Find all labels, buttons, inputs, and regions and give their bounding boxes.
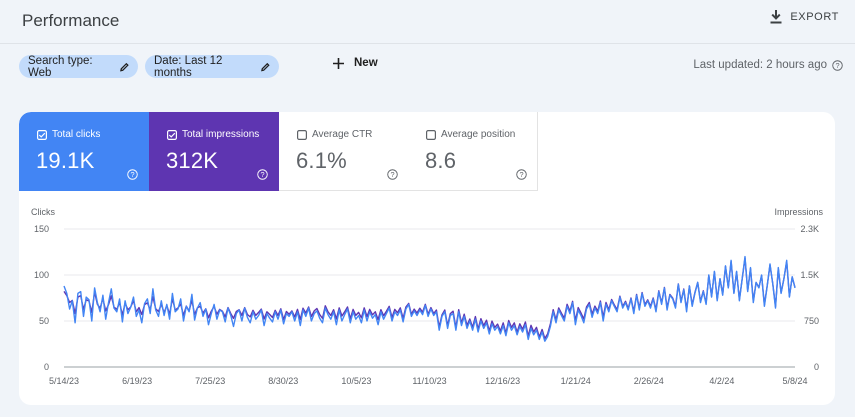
metric-average-ctr[interactable]: Average CTR 6.1% ? <box>279 112 409 191</box>
metric-average-position[interactable]: Average position 8.6 ? <box>408 112 538 191</box>
last-updated: Last updated: 2 hours ago ? <box>693 59 843 71</box>
checkbox-checked-icon[interactable] <box>167 129 177 140</box>
svg-text:?: ? <box>835 60 839 69</box>
search-type-filter-chip[interactable]: Search type: Web <box>19 54 138 79</box>
x-tick-label: 10/5/23 <box>341 376 371 386</box>
metric-label: Average CTR <box>312 129 373 140</box>
header: Performance EXPORT <box>0 0 855 43</box>
metric-label-row: Total impressions <box>167 129 259 140</box>
y-tick-label-right: 1.5K <box>800 270 819 280</box>
plus-icon <box>333 57 344 69</box>
y-axis-label-right: Impressions <box>774 207 823 217</box>
clicks-series-line <box>63 255 796 342</box>
y-tick-label-right: 2.3K <box>800 224 819 234</box>
edit-pencil-icon <box>261 62 270 71</box>
metric-total-clicks[interactable]: Total clicks 19.1K ? <box>19 112 149 191</box>
metric-label-row: Average position <box>426 129 515 140</box>
page-title: Performance <box>22 11 120 30</box>
metric-value: 6.1% <box>296 148 347 173</box>
metric-label-row: Average CTR <box>297 129 372 140</box>
x-tick-label: 4/2/24 <box>709 376 734 386</box>
help-icon[interactable]: ? <box>387 169 398 180</box>
help-icon[interactable]: ? <box>127 169 138 180</box>
x-tick-label: 12/16/23 <box>485 376 520 386</box>
edit-pencil-icon <box>120 62 129 71</box>
metric-value: 19.1K <box>36 148 95 173</box>
help-icon[interactable]: ? <box>257 169 268 180</box>
search-type-label: Search type: Web <box>28 54 93 79</box>
y-tick-label-left: 50 <box>39 316 49 326</box>
checkbox-checked-icon[interactable] <box>37 129 47 140</box>
export-label: EXPORT <box>790 11 839 23</box>
y-tick-label-right: 0 <box>814 362 819 372</box>
metric-value: 312K <box>166 148 219 173</box>
svg-text:?: ? <box>130 170 134 179</box>
svg-text:?: ? <box>260 170 264 179</box>
svg-text:?: ? <box>519 170 523 179</box>
metric-label: Total clicks <box>52 129 101 140</box>
x-tick-label: 6/19/23 <box>122 376 152 386</box>
y-tick-label-right: 750 <box>804 316 819 326</box>
new-label: New <box>354 57 378 69</box>
date-filter-chip[interactable]: Date: Last 12 months <box>145 54 279 79</box>
y-axis-label-left: Clicks <box>31 207 55 217</box>
checkbox-unchecked-icon[interactable] <box>426 129 436 140</box>
x-tick-label: 7/25/23 <box>195 376 225 386</box>
x-tick-label: 11/10/23 <box>412 376 446 386</box>
svg-text:?: ? <box>390 170 394 179</box>
download-icon <box>770 10 782 24</box>
metric-value: 8.6 <box>425 148 457 173</box>
x-tick-label: 5/8/24 <box>782 376 807 386</box>
export-button[interactable]: EXPORT <box>770 10 839 24</box>
y-tick-label-left: 0 <box>44 362 49 372</box>
header-divider <box>0 43 855 44</box>
y-tick-label-left: 150 <box>34 224 49 234</box>
performance-chart[interactable]: 0 0 50 750 100 1.5K 150 2.3K Clicks Impressions 5/… <box>19 202 835 402</box>
date-label: Date: Last 12 months <box>154 54 223 79</box>
performance-card: Total clicks 19.1K ? Total impressions 3… <box>19 112 835 405</box>
x-tick-label: 8/30/23 <box>268 376 298 386</box>
x-tick-label: 5/14/23 <box>49 376 79 386</box>
checkbox-unchecked-icon[interactable] <box>297 129 307 140</box>
help-icon[interactable]: ? <box>832 59 843 71</box>
metric-total-impressions[interactable]: Total impressions 312K ? <box>149 112 279 191</box>
y-tick-label-left: 100 <box>34 270 49 280</box>
metric-label: Average position <box>441 129 516 140</box>
x-tick-label: 2/26/24 <box>634 376 664 386</box>
x-tick-label: 1/21/24 <box>561 376 591 386</box>
metric-label: Total impressions <box>182 129 260 140</box>
new-filter-button[interactable]: New <box>333 57 378 69</box>
help-icon[interactable]: ? <box>516 169 527 180</box>
metric-label-row: Total clicks <box>37 129 100 140</box>
last-updated-text: Last updated: 2 hours ago <box>693 59 827 71</box>
